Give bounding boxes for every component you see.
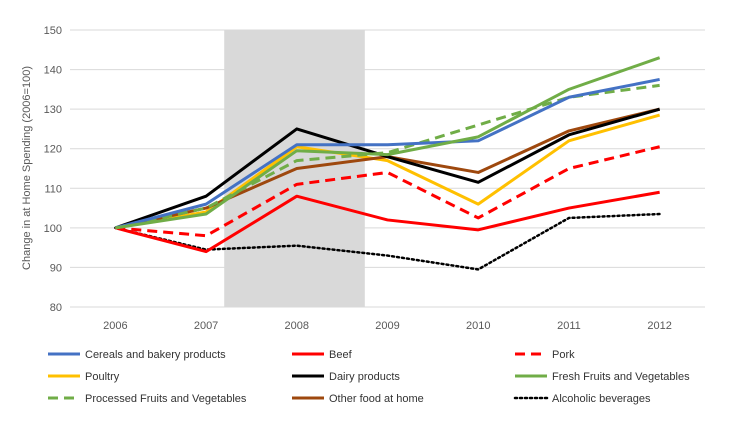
axes: 80 90 100 110 120 130 140 150 2006 2007 2008 2009 20… [44,25,672,332]
legend-label: Beef [329,349,353,361]
y-tick-label: 110 [44,183,62,195]
legend-label: Cereals and bakery products [85,349,226,361]
y-tick-label: 150 [44,25,62,37]
legend-label: Alcoholic beverages [552,393,651,405]
series-line-fresh-fruits-and-vegetables [115,56,661,230]
y-tick-label: 140 [44,65,62,77]
x-tick-label: 2011 [557,320,581,332]
y-tick-label: 80 [50,302,62,314]
x-tick-label: 2012 [647,320,671,332]
legend-label: Pork [552,349,575,361]
x-tick-label: 2008 [285,320,309,332]
x-tick-label: 2009 [375,320,399,332]
y-tick-label: 130 [44,104,62,116]
series-line-alcoholic-beverages [114,212,661,271]
x-tick-label: 2007 [194,320,218,332]
series-line-beef [114,190,660,254]
legend-label: Fresh Fruits and Vegetables [552,371,690,383]
gridlines [70,29,705,308]
series-line-cereals-and-bakery-products [114,77,660,230]
x-tick-label: 2006 [103,320,127,332]
y-tick-label: 120 [44,144,62,156]
legend-label: Dairy products [329,371,400,383]
y-tick-label: 90 [50,262,62,274]
legend-label: Processed Fruits and Vegetables [85,393,247,405]
series-lines [114,56,661,271]
series-line-poultry [115,113,661,230]
legend-label: Other food at home [329,393,424,405]
legend: Cereals and bakery products Beef Pork Poult… [48,349,690,405]
series-line-dairy-products [114,107,661,230]
y-tick-label: 100 [44,223,62,235]
y-axis-label: Change in at Home Spending (2006=100) [21,66,33,270]
x-tick-label: 2010 [466,320,490,332]
legend-label: Poultry [85,371,120,383]
